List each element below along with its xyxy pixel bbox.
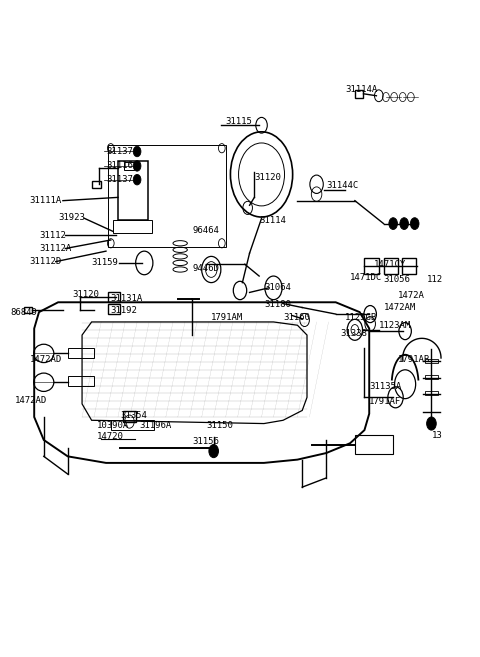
Text: 31114A: 31114A xyxy=(345,85,378,94)
Text: 1791AB: 1791AB xyxy=(398,355,430,365)
Text: 31137: 31137 xyxy=(106,175,133,184)
Text: 9446D: 9446D xyxy=(192,263,219,273)
Text: 31112: 31112 xyxy=(39,231,66,240)
Bar xyxy=(24,307,32,313)
Text: 31196A: 31196A xyxy=(140,421,172,430)
Bar xyxy=(425,375,438,379)
Bar xyxy=(108,304,120,314)
Circle shape xyxy=(427,417,436,430)
Text: 13: 13 xyxy=(432,431,442,440)
Bar xyxy=(124,162,134,170)
Bar xyxy=(425,359,438,363)
Circle shape xyxy=(209,445,218,458)
Text: 1471CY: 1471CY xyxy=(374,260,406,269)
Text: 1472AM: 1472AM xyxy=(384,303,416,312)
Text: 86849: 86849 xyxy=(10,307,37,317)
Text: 31120: 31120 xyxy=(72,290,99,299)
Bar xyxy=(402,258,416,274)
Text: 31160: 31160 xyxy=(283,313,310,322)
Text: 96464: 96464 xyxy=(192,225,219,235)
Text: 31112D: 31112D xyxy=(29,257,61,266)
Text: 31056: 31056 xyxy=(384,275,410,284)
Text: 31150: 31150 xyxy=(206,421,233,430)
Circle shape xyxy=(400,217,408,229)
Text: 31156: 31156 xyxy=(192,438,219,446)
Circle shape xyxy=(133,174,141,185)
Text: 112: 112 xyxy=(427,275,443,284)
Bar xyxy=(92,181,101,187)
Text: 1472AD: 1472AD xyxy=(15,396,48,405)
Bar xyxy=(118,162,148,220)
Text: 31159: 31159 xyxy=(92,258,119,267)
Text: 31111A: 31111A xyxy=(29,196,61,205)
Text: 1791AF: 1791AF xyxy=(369,397,401,407)
Text: 1471DC: 1471DC xyxy=(350,273,383,282)
Circle shape xyxy=(410,217,419,229)
Text: 31192: 31192 xyxy=(111,306,138,315)
Text: 31064: 31064 xyxy=(264,283,291,292)
Bar xyxy=(355,90,363,98)
Text: 1472A: 1472A xyxy=(398,291,425,300)
Text: 31144C: 31144C xyxy=(326,181,359,190)
Text: 31180: 31180 xyxy=(264,300,291,309)
Text: 31112A: 31112A xyxy=(39,244,71,253)
Text: 10390A: 10390A xyxy=(96,421,129,430)
Text: 31135A: 31135A xyxy=(369,382,401,391)
Bar xyxy=(384,258,398,274)
Circle shape xyxy=(389,217,397,229)
Text: 31120: 31120 xyxy=(254,173,281,182)
Text: 31923: 31923 xyxy=(58,213,85,221)
Text: 1791AM: 1791AM xyxy=(211,313,243,322)
Bar xyxy=(364,258,379,274)
Circle shape xyxy=(133,161,141,171)
Bar xyxy=(425,392,438,396)
Bar xyxy=(113,220,153,233)
Text: 14720: 14720 xyxy=(96,432,123,442)
Text: 31338: 31338 xyxy=(340,329,367,338)
Bar xyxy=(123,411,136,422)
Text: 31354: 31354 xyxy=(120,411,147,420)
Text: 31114: 31114 xyxy=(259,215,286,225)
Circle shape xyxy=(133,147,141,157)
Text: 31137: 31137 xyxy=(106,147,133,156)
Text: 31115: 31115 xyxy=(226,118,252,127)
Text: 1125GB: 1125GB xyxy=(345,313,378,322)
Bar xyxy=(108,292,120,302)
Text: 1123AM: 1123AM xyxy=(379,321,411,330)
Text: 31116: 31116 xyxy=(106,162,133,170)
Text: 31131A: 31131A xyxy=(111,294,143,304)
Text: 1472AD: 1472AD xyxy=(29,355,61,365)
